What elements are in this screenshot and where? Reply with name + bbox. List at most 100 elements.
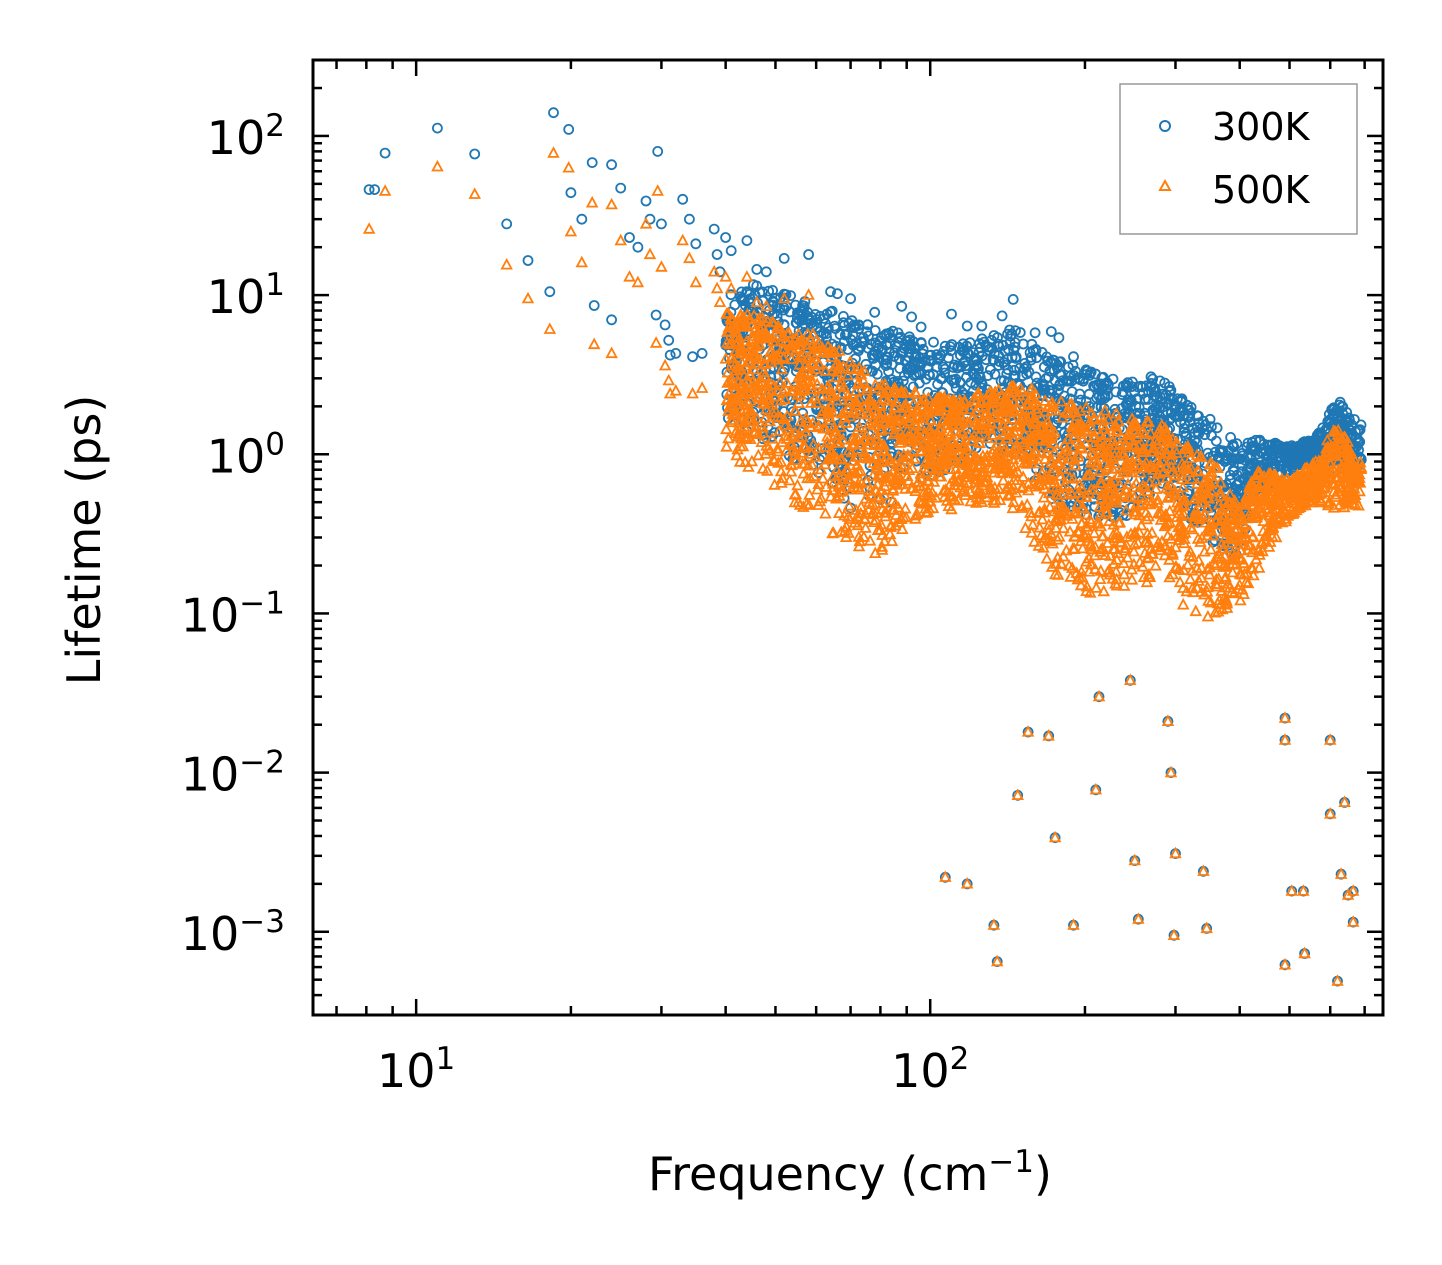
data-point-500K-445 (842, 499, 856, 511)
data-point-300K-2197 (1174, 406, 1185, 418)
data-point-500K-2541 (1345, 465, 1358, 478)
data-point-500K-2607 (1319, 470, 1332, 483)
data-point-500K-2625 (1121, 477, 1135, 490)
data-point-300K-1758 (1199, 429, 1211, 441)
data-point-500K-1324 (794, 414, 808, 427)
data-point-300K-940 (1030, 371, 1042, 383)
data-point-300K-448 (1080, 396, 1092, 408)
data-point-500K-1774 (1245, 545, 1259, 558)
data-point-500K-2498 (827, 420, 841, 433)
data-point-500K-866 (819, 364, 832, 376)
data-point-500K-2566 (732, 394, 746, 406)
data-point-500K-2646 (1161, 714, 1175, 726)
data-point-500K-1889 (1180, 584, 1193, 597)
data-point-300K-2247 (840, 329, 851, 341)
data-point-300K-0 (363, 184, 375, 196)
data-point-500K-1666 (766, 406, 779, 418)
data-point-300K-2175 (1274, 450, 1286, 462)
data-point-500K-2648 (1011, 788, 1025, 800)
data-point-500K-1663 (720, 393, 734, 406)
data-point-500K-2338 (1113, 531, 1127, 543)
data-point-500K-789 (1154, 443, 1167, 456)
data-point-500K-2167 (1106, 528, 1120, 540)
data-point-500K-2611 (1172, 533, 1186, 545)
data-point-500K-1815 (832, 344, 846, 356)
data-point-500K-1423 (1051, 551, 1064, 563)
data-point-500K-2526 (1057, 521, 1070, 534)
data-point-300K-1046 (993, 359, 1004, 371)
data-point-500K-2583 (1270, 490, 1284, 503)
data-point-500K-16 (623, 270, 636, 282)
data-point-300K-2085 (767, 284, 778, 296)
data-point-300K-23 (677, 193, 689, 205)
data-point-500K-1778 (1296, 498, 1310, 511)
data-point-500K-1496 (1146, 463, 1160, 475)
data-point-500K-1473 (947, 413, 960, 425)
data-point-500K-2204 (1230, 545, 1243, 558)
data-point-500K-2428 (725, 415, 739, 428)
data-point-500K-929 (1149, 559, 1162, 571)
data-point-500K-2244 (875, 540, 889, 552)
data-point-500K-2035 (1335, 444, 1348, 457)
data-point-300K-1049 (985, 364, 996, 376)
data-point-500K-2652 (1128, 853, 1142, 866)
data-point-500K-13 (614, 233, 628, 246)
data-point-500K-2114 (880, 451, 894, 463)
data-point-500K-2573 (1019, 421, 1033, 433)
data-point-500K-1846 (912, 494, 926, 506)
data-point-500K-2424 (862, 503, 876, 515)
data-point-500K-2511 (1237, 516, 1250, 529)
data-point-500K-1855 (1203, 520, 1217, 532)
data-point-500K-2421 (740, 334, 753, 347)
data-point-500K-2055 (848, 516, 862, 528)
data-point-500K-2109 (796, 384, 810, 396)
data-point-300K-2040 (1099, 389, 1111, 401)
data-point-500K-237 (1043, 500, 1057, 512)
data-point-300K-2244 (1193, 428, 1205, 440)
data-point-500K-1597 (1092, 517, 1106, 529)
data-point-300K-1319 (784, 306, 796, 318)
data-point-500K-1762 (747, 362, 761, 375)
data-point-500K-2489 (968, 449, 982, 462)
data-point-500K-2213 (727, 367, 740, 380)
data-point-300K-1934 (1341, 406, 1353, 418)
data-point-500K-1789 (981, 431, 994, 444)
data-point-500K-34 (713, 295, 727, 308)
data-point-300K-1263 (1074, 374, 1086, 386)
data-point-500K-1509 (1211, 596, 1224, 609)
data-point-500K-2531 (1087, 526, 1101, 539)
data-point-500K-1633 (828, 345, 842, 358)
data-point-500K-1793 (784, 465, 798, 477)
data-point-500K-1903 (1177, 536, 1191, 549)
data-point-500K-1797 (792, 379, 806, 391)
data-point-500K-2534 (1275, 485, 1289, 497)
data-point-500K-815 (1064, 570, 1077, 582)
data-point-500K-2388 (894, 426, 907, 438)
data-point-500K-1829 (1106, 434, 1120, 447)
data-point-300K-2253 (1238, 473, 1249, 484)
data-point-500K-2032 (871, 490, 884, 502)
data-point-500K-1244 (992, 383, 1005, 396)
data-point-300K-13 (606, 159, 617, 171)
data-point-500K-2654 (939, 870, 952, 882)
data-point-500K-2477 (1111, 546, 1125, 559)
data-point-500K-2634 (1223, 524, 1236, 536)
data-point-500K-438 (1005, 412, 1019, 424)
data-point-500K-2407 (1165, 460, 1178, 472)
data-point-500K-1919 (832, 506, 846, 518)
data-point-500K-1367 (1235, 553, 1248, 565)
data-point-500K-2400 (1153, 543, 1167, 556)
data-point-500K-2312 (1228, 494, 1242, 506)
data-point-500K-2461 (851, 377, 865, 390)
data-point-500K-1414 (730, 448, 743, 461)
data-point-500K-1043 (900, 423, 914, 436)
data-point-300K-1871 (1088, 380, 1099, 392)
data-point-500K-115 (1112, 468, 1125, 480)
data-point-500K-2666 (1323, 807, 1337, 819)
data-point-300K-2179 (1150, 404, 1162, 416)
data-point-500K-2113 (1169, 559, 1183, 572)
data-point-500K-2449 (945, 502, 958, 515)
data-point-500K-2474 (1087, 437, 1101, 450)
data-point-500K-2629 (927, 475, 941, 487)
data-point-500K-2437 (1146, 547, 1160, 559)
